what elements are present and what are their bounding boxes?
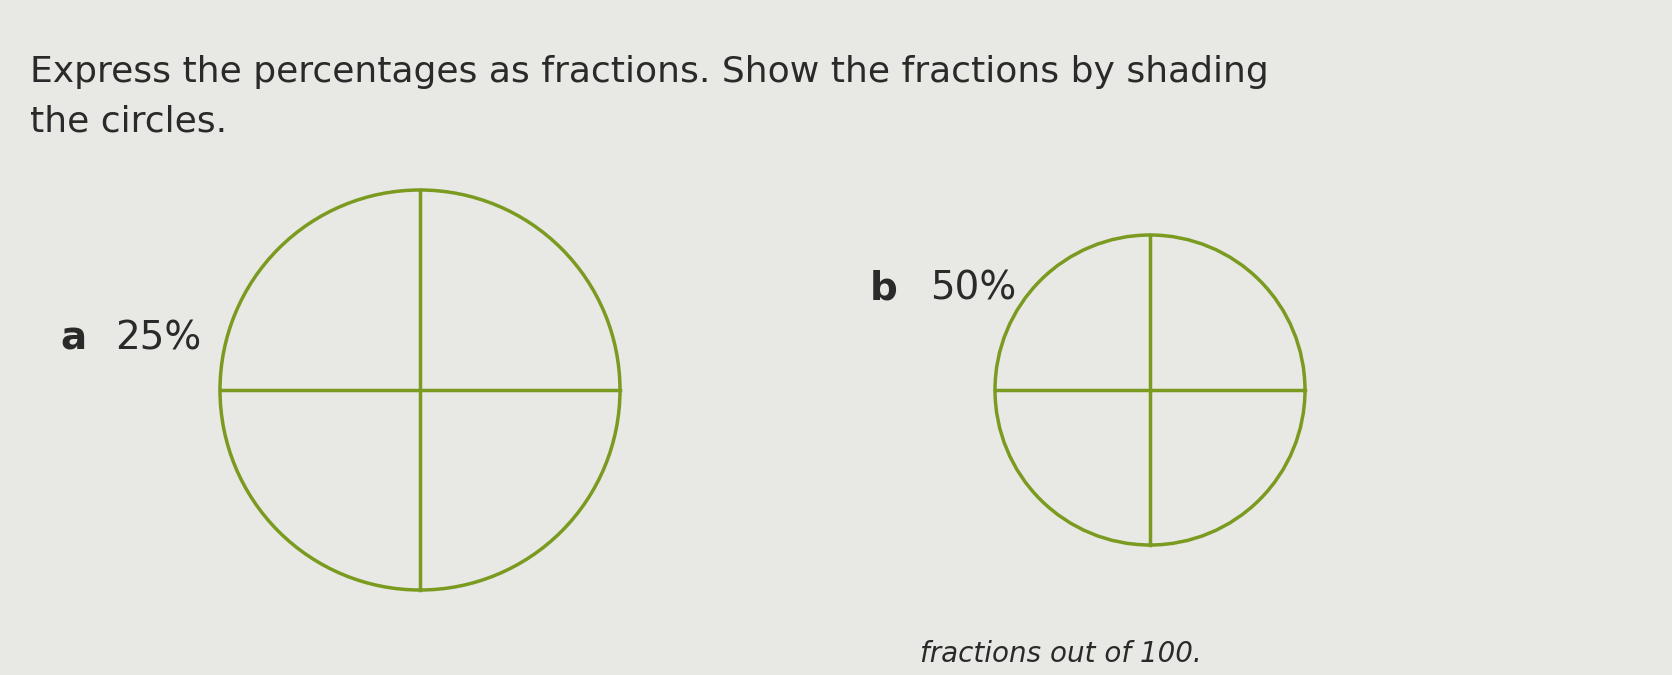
- Text: fractions out of 100.: fractions out of 100.: [920, 640, 1202, 668]
- Text: 50%: 50%: [930, 270, 1017, 308]
- Text: the circles.: the circles.: [30, 105, 227, 139]
- Text: a: a: [60, 320, 87, 358]
- Text: Express the percentages as fractions. Show the fractions by shading: Express the percentages as fractions. Sh…: [30, 55, 1269, 89]
- Text: 25%: 25%: [115, 320, 201, 358]
- Text: b: b: [869, 270, 898, 308]
